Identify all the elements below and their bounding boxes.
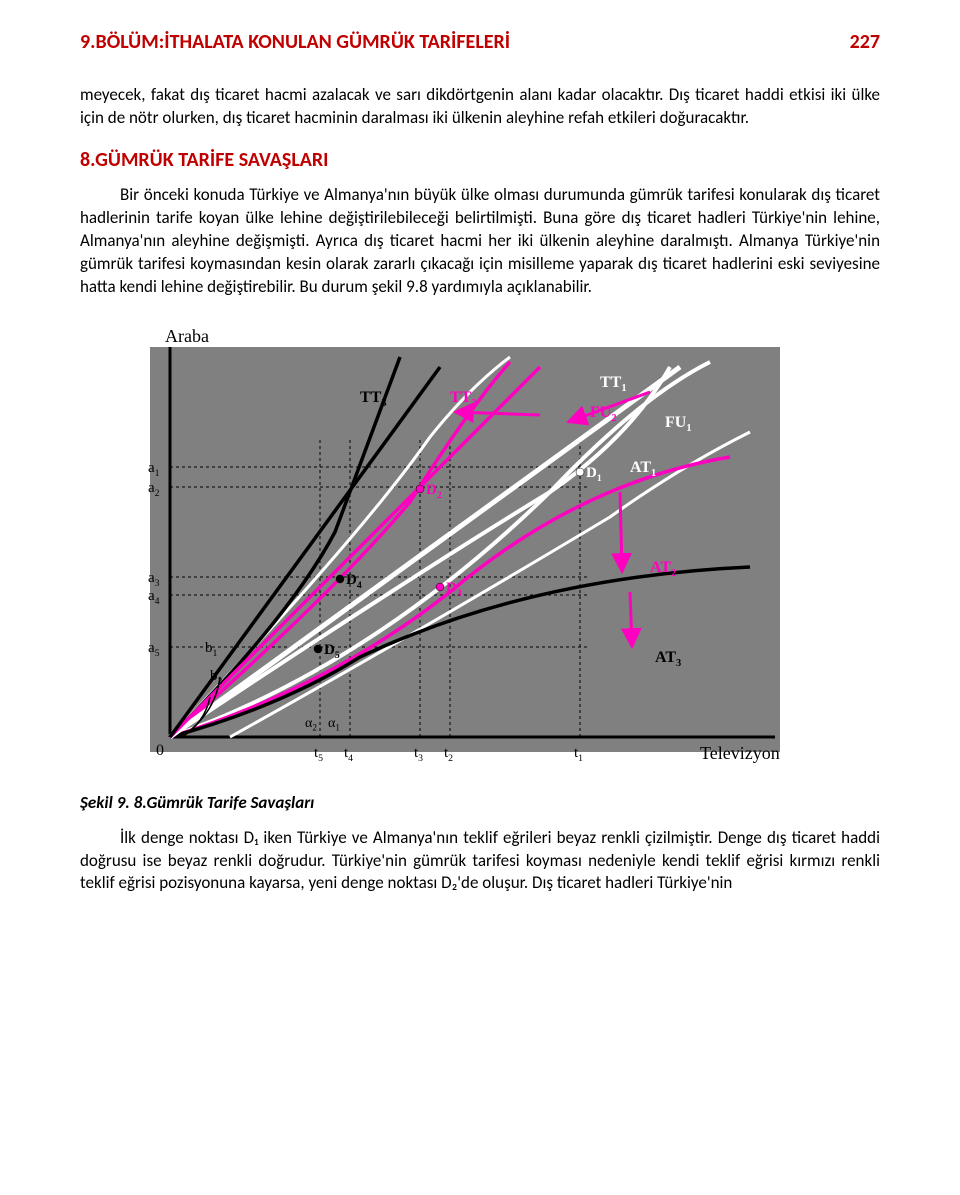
section-heading: 8.GÜMRÜK TARİFE SAVAŞLARI [80,148,880,172]
paragraph-2: Bir önceki konuda Türkiye ve Almanya'nın… [80,184,880,299]
page-number: 227 [850,30,880,54]
running-header: 9.BÖLÜM:İTHALATA KONULAN GÜMRÜK TARİFELE… [80,30,880,54]
paragraph-1: meyecek, fakat dış ticaret hacmi azalaca… [80,84,880,130]
page: 9.BÖLÜM:İTHALATA KONULAN GÜMRÜK TARİFELE… [0,0,960,1195]
svg-text:Araba: Araba [165,326,209,346]
figure-9-8: ArabaTelevizyon0a1a2a3a4a5t5t4t3t2t1TT1T… [110,317,880,782]
svg-text:Televizyon: Televizyon [700,743,780,763]
paragraph-3: İlk denge noktası D₁ iken Türkiye ve Alm… [80,827,880,896]
figure-caption: Şekil 9. 8.Gümrük Tarife Savaşları [80,792,880,813]
header-title: 9.BÖLÜM:İTHALATA KONULAN GÜMRÜK TARİFELE… [80,30,510,54]
svg-text:0: 0 [156,742,164,759]
economics-diagram: ArabaTelevizyon0a1a2a3a4a5t5t4t3t2t1TT1T… [110,317,800,777]
